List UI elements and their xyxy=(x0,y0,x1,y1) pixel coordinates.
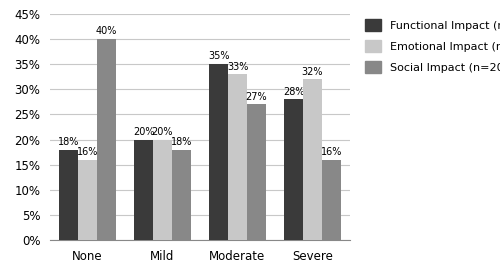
Text: 40%: 40% xyxy=(96,26,117,36)
Legend: Functional Impact (n=200), Emotional Impact (n=200), Social Impact (n=200): Functional Impact (n=200), Emotional Imp… xyxy=(364,19,500,73)
Bar xyxy=(172,150,191,240)
Bar xyxy=(247,104,266,240)
Bar xyxy=(60,150,78,240)
Text: 18%: 18% xyxy=(170,137,192,147)
Bar xyxy=(78,160,97,240)
Text: 20%: 20% xyxy=(152,127,174,137)
Bar xyxy=(303,79,322,240)
Bar xyxy=(284,99,303,240)
Text: 20%: 20% xyxy=(133,127,154,137)
Text: 32%: 32% xyxy=(302,67,323,77)
Bar xyxy=(322,160,340,240)
Bar xyxy=(210,64,228,240)
Bar xyxy=(153,140,172,240)
Bar xyxy=(97,39,116,240)
Bar xyxy=(134,140,153,240)
Text: 16%: 16% xyxy=(320,147,342,157)
Text: 16%: 16% xyxy=(77,147,98,157)
Text: 35%: 35% xyxy=(208,52,230,61)
Text: 27%: 27% xyxy=(246,92,267,102)
Bar xyxy=(228,74,247,240)
Text: 33%: 33% xyxy=(227,61,248,72)
Text: 18%: 18% xyxy=(58,137,80,147)
Text: 28%: 28% xyxy=(283,87,304,97)
